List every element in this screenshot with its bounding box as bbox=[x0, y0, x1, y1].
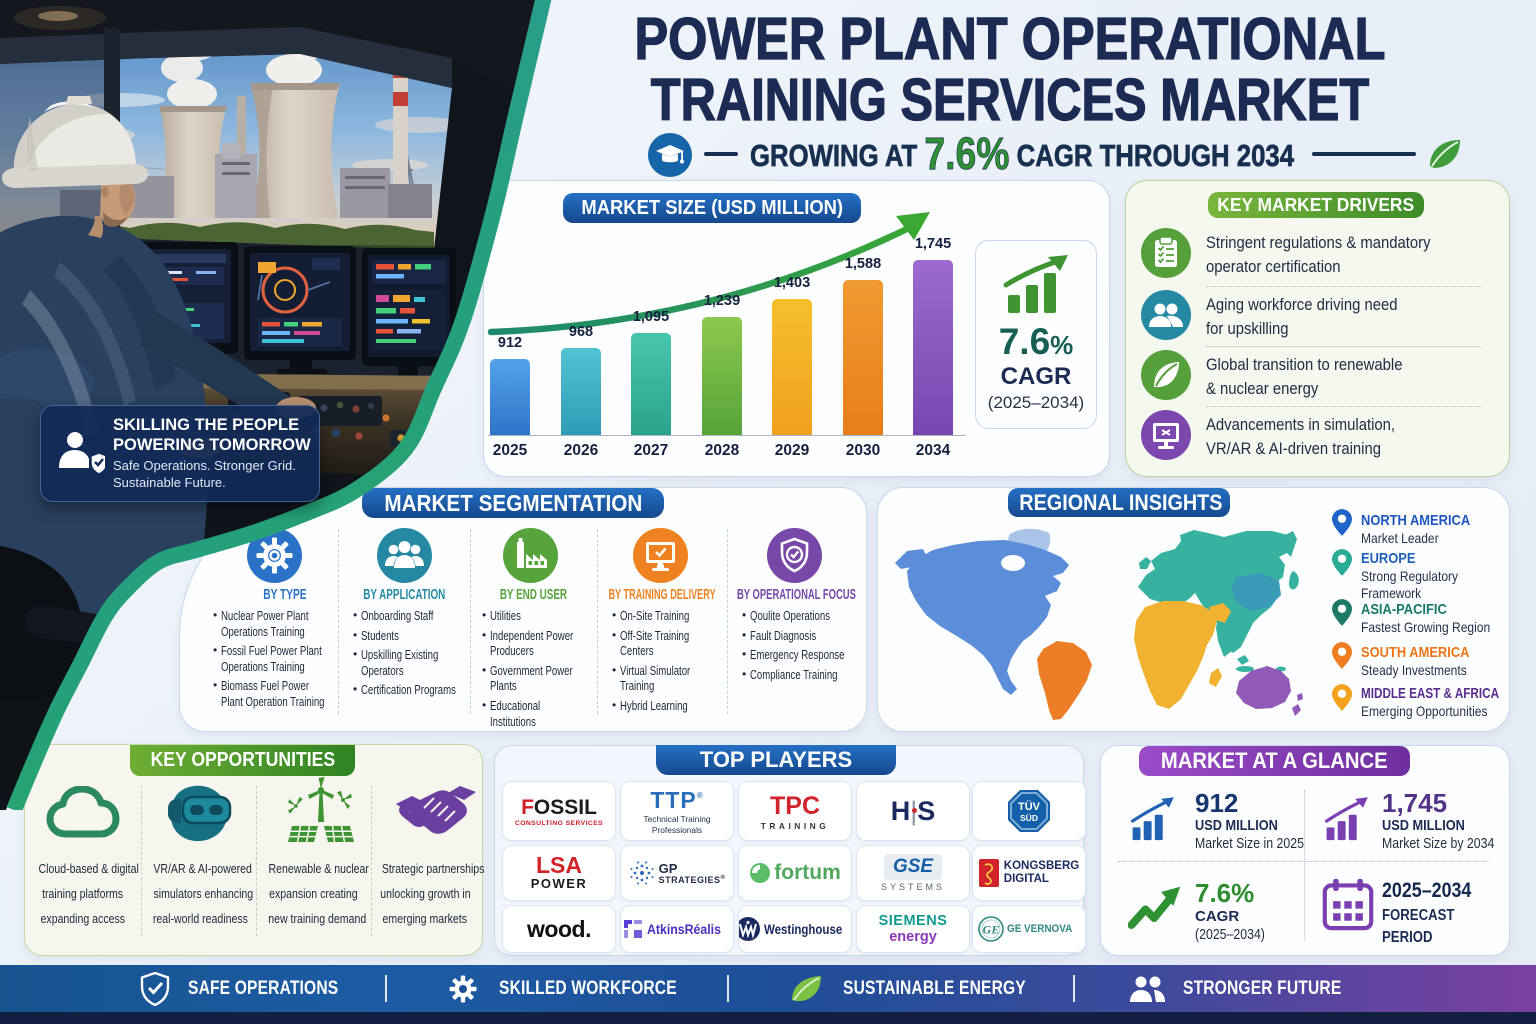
svg-text:SÜD: SÜD bbox=[1020, 813, 1038, 823]
svg-text:TÜV: TÜV bbox=[1018, 800, 1041, 813]
svg-text:GE: GE bbox=[983, 923, 1000, 937]
